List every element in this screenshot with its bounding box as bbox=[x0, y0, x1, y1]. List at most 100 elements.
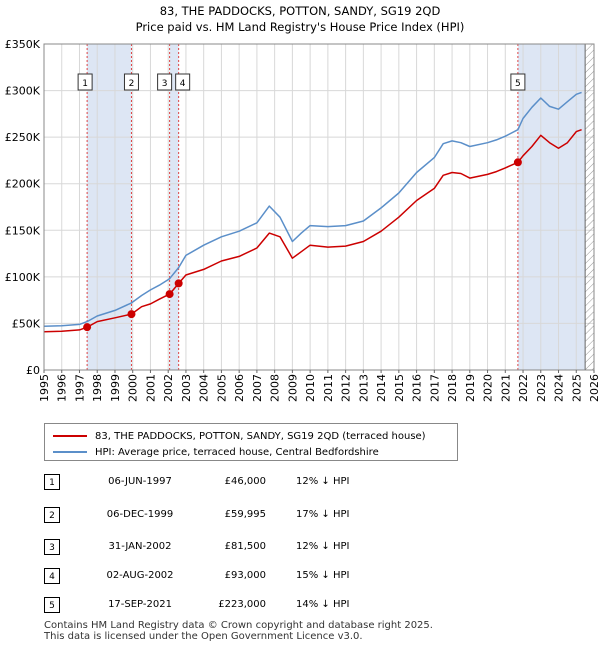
transaction-number: 4 bbox=[44, 568, 60, 584]
hpi-line bbox=[43, 91, 582, 327]
x-tick-label: 1999 bbox=[109, 374, 122, 402]
transaction-marker-box bbox=[77, 73, 93, 91]
x-tick-label: 2004 bbox=[198, 374, 211, 402]
transaction-marker-box bbox=[175, 73, 191, 91]
y-tick-label: £150K bbox=[5, 224, 41, 237]
x-tick-label: 2020 bbox=[482, 374, 495, 402]
y-tick-label: £250K bbox=[5, 131, 41, 144]
transaction-number: 2 bbox=[44, 507, 60, 523]
x-tick-label: 2005 bbox=[215, 374, 228, 402]
transaction-date: 06-DEC-1999 bbox=[106, 509, 174, 520]
transaction-number: 5 bbox=[44, 597, 60, 613]
x-tick-label: 2006 bbox=[233, 374, 246, 402]
x-tick-label: 2002 bbox=[162, 374, 175, 402]
y-tick-label: £200K bbox=[5, 178, 41, 191]
chart-subtitle: Price paid vs. HM Land Registry's House … bbox=[136, 20, 465, 34]
legend: 83, THE PADDOCKS, POTTON, SANDY, SG19 2Q… bbox=[44, 423, 458, 461]
y-tick-label: £300K bbox=[5, 85, 41, 98]
transaction-number: 1 bbox=[44, 474, 60, 490]
sale-point bbox=[165, 290, 174, 299]
transaction-marker-label: 4 bbox=[180, 79, 186, 89]
transaction-date: 02-AUG-2002 bbox=[106, 570, 174, 581]
shaded-band bbox=[169, 44, 179, 370]
transaction-date: 31-JAN-2002 bbox=[108, 541, 172, 552]
x-tick-label: 1996 bbox=[56, 374, 69, 402]
transaction-marker-label: 1 bbox=[82, 79, 88, 89]
transaction-marker-box bbox=[157, 73, 173, 91]
forecast-hatch bbox=[585, 44, 594, 370]
transaction-price: £81,500 bbox=[224, 541, 266, 552]
x-tick-label: 2018 bbox=[446, 374, 459, 402]
x-tick-label: 2000 bbox=[127, 374, 140, 402]
x-tick-label: 2025 bbox=[570, 374, 583, 402]
x-tick-label: 2003 bbox=[180, 374, 193, 402]
shaded-band bbox=[517, 44, 586, 370]
transaction-marker: 2 bbox=[123, 73, 139, 91]
sale-point bbox=[127, 310, 136, 319]
transaction-price: £46,000 bbox=[224, 476, 266, 487]
chart-title: 83, THE PADDOCKS, POTTON, SANDY, SG19 2Q… bbox=[160, 4, 441, 18]
footer: Contains HM Land Registry data © Crown c… bbox=[44, 620, 433, 642]
x-tick-label: 2010 bbox=[304, 374, 317, 402]
transaction-hpi-diff: 15% ↓ HPI bbox=[296, 570, 350, 581]
legend-price-label: 83, THE PADDOCKS, POTTON, SANDY, SG19 2Q… bbox=[95, 430, 426, 442]
sale-point bbox=[83, 323, 92, 332]
price-chart: 83, THE PADDOCKS, POTTON, SANDY, SG19 2Q… bbox=[5, 4, 600, 402]
x-tick-label: 2008 bbox=[269, 374, 282, 402]
legend-item-price: 83, THE PADDOCKS, POTTON, SANDY, SG19 2Q… bbox=[53, 429, 426, 443]
legend-hpi-swatch bbox=[53, 451, 87, 453]
transaction-number: 3 bbox=[44, 539, 60, 555]
legend-price-swatch bbox=[53, 435, 87, 437]
transaction-marker-label: 5 bbox=[515, 79, 521, 89]
transaction-price: £59,995 bbox=[224, 509, 266, 520]
x-tick-label: 2017 bbox=[428, 374, 441, 402]
transaction-hpi-diff: 17% ↓ HPI bbox=[296, 509, 350, 520]
x-tick-label: 1995 bbox=[38, 374, 51, 402]
transaction-marker: 4 bbox=[175, 73, 191, 91]
x-tick-label: 2012 bbox=[340, 374, 353, 402]
transaction-marker-label: 2 bbox=[129, 79, 135, 89]
x-tick-label: 1998 bbox=[91, 374, 104, 402]
transaction-date: 17-SEP-2021 bbox=[108, 599, 172, 610]
x-tick-label: 2013 bbox=[357, 374, 370, 402]
transaction-hpi-diff: 12% ↓ HPI bbox=[296, 476, 350, 487]
transaction-price: £93,000 bbox=[224, 570, 266, 581]
transaction-marker: 1 bbox=[77, 73, 93, 91]
x-tick-label: 2021 bbox=[499, 374, 512, 402]
sale-point bbox=[513, 158, 522, 167]
legend-hpi-label: HPI: Average price, terraced house, Cent… bbox=[95, 446, 379, 458]
x-tick-label: 2016 bbox=[411, 374, 424, 402]
x-tick-label: 2024 bbox=[553, 374, 566, 402]
plot-area bbox=[43, 43, 595, 371]
footer-licence: This data is licensed under the Open Gov… bbox=[44, 631, 363, 642]
transaction-date: 06-JUN-1997 bbox=[108, 476, 172, 487]
transaction-marker: 5 bbox=[510, 73, 526, 91]
x-tick-label: 2015 bbox=[393, 374, 406, 402]
transaction-price: £223,000 bbox=[218, 599, 266, 610]
x-tick-label: 2023 bbox=[535, 374, 548, 402]
x-tick-label: 2014 bbox=[375, 374, 388, 402]
transaction-marker-box bbox=[510, 73, 526, 91]
x-tick-label: 2022 bbox=[517, 374, 530, 402]
footer-copyright: Contains HM Land Registry data © Crown c… bbox=[44, 620, 433, 631]
transaction-hpi-diff: 12% ↓ HPI bbox=[296, 541, 350, 552]
x-tick-label: 2009 bbox=[286, 374, 299, 402]
x-tick-label: 2007 bbox=[251, 374, 264, 402]
transaction-hpi-diff: 14% ↓ HPI bbox=[296, 599, 350, 610]
transaction-marker-box bbox=[123, 73, 139, 91]
legend-item-hpi: HPI: Average price, terraced house, Cent… bbox=[53, 445, 379, 459]
y-tick-label: £50K bbox=[12, 317, 41, 330]
x-tick-label: 2026 bbox=[588, 374, 600, 402]
transaction-marker-label: 3 bbox=[162, 79, 168, 89]
price-paid-line bbox=[43, 128, 582, 333]
y-tick-label: £0 bbox=[26, 364, 40, 377]
x-tick-label: 2011 bbox=[322, 374, 335, 402]
sale-point bbox=[174, 279, 183, 288]
y-tick-label: £350K bbox=[5, 38, 41, 51]
x-tick-label: 1997 bbox=[73, 374, 86, 402]
transaction-marker: 3 bbox=[157, 73, 173, 91]
shaded-band bbox=[87, 44, 132, 370]
x-tick-label: 2001 bbox=[144, 374, 157, 402]
y-tick-label: £100K bbox=[5, 271, 41, 284]
x-tick-label: 2019 bbox=[464, 374, 477, 402]
